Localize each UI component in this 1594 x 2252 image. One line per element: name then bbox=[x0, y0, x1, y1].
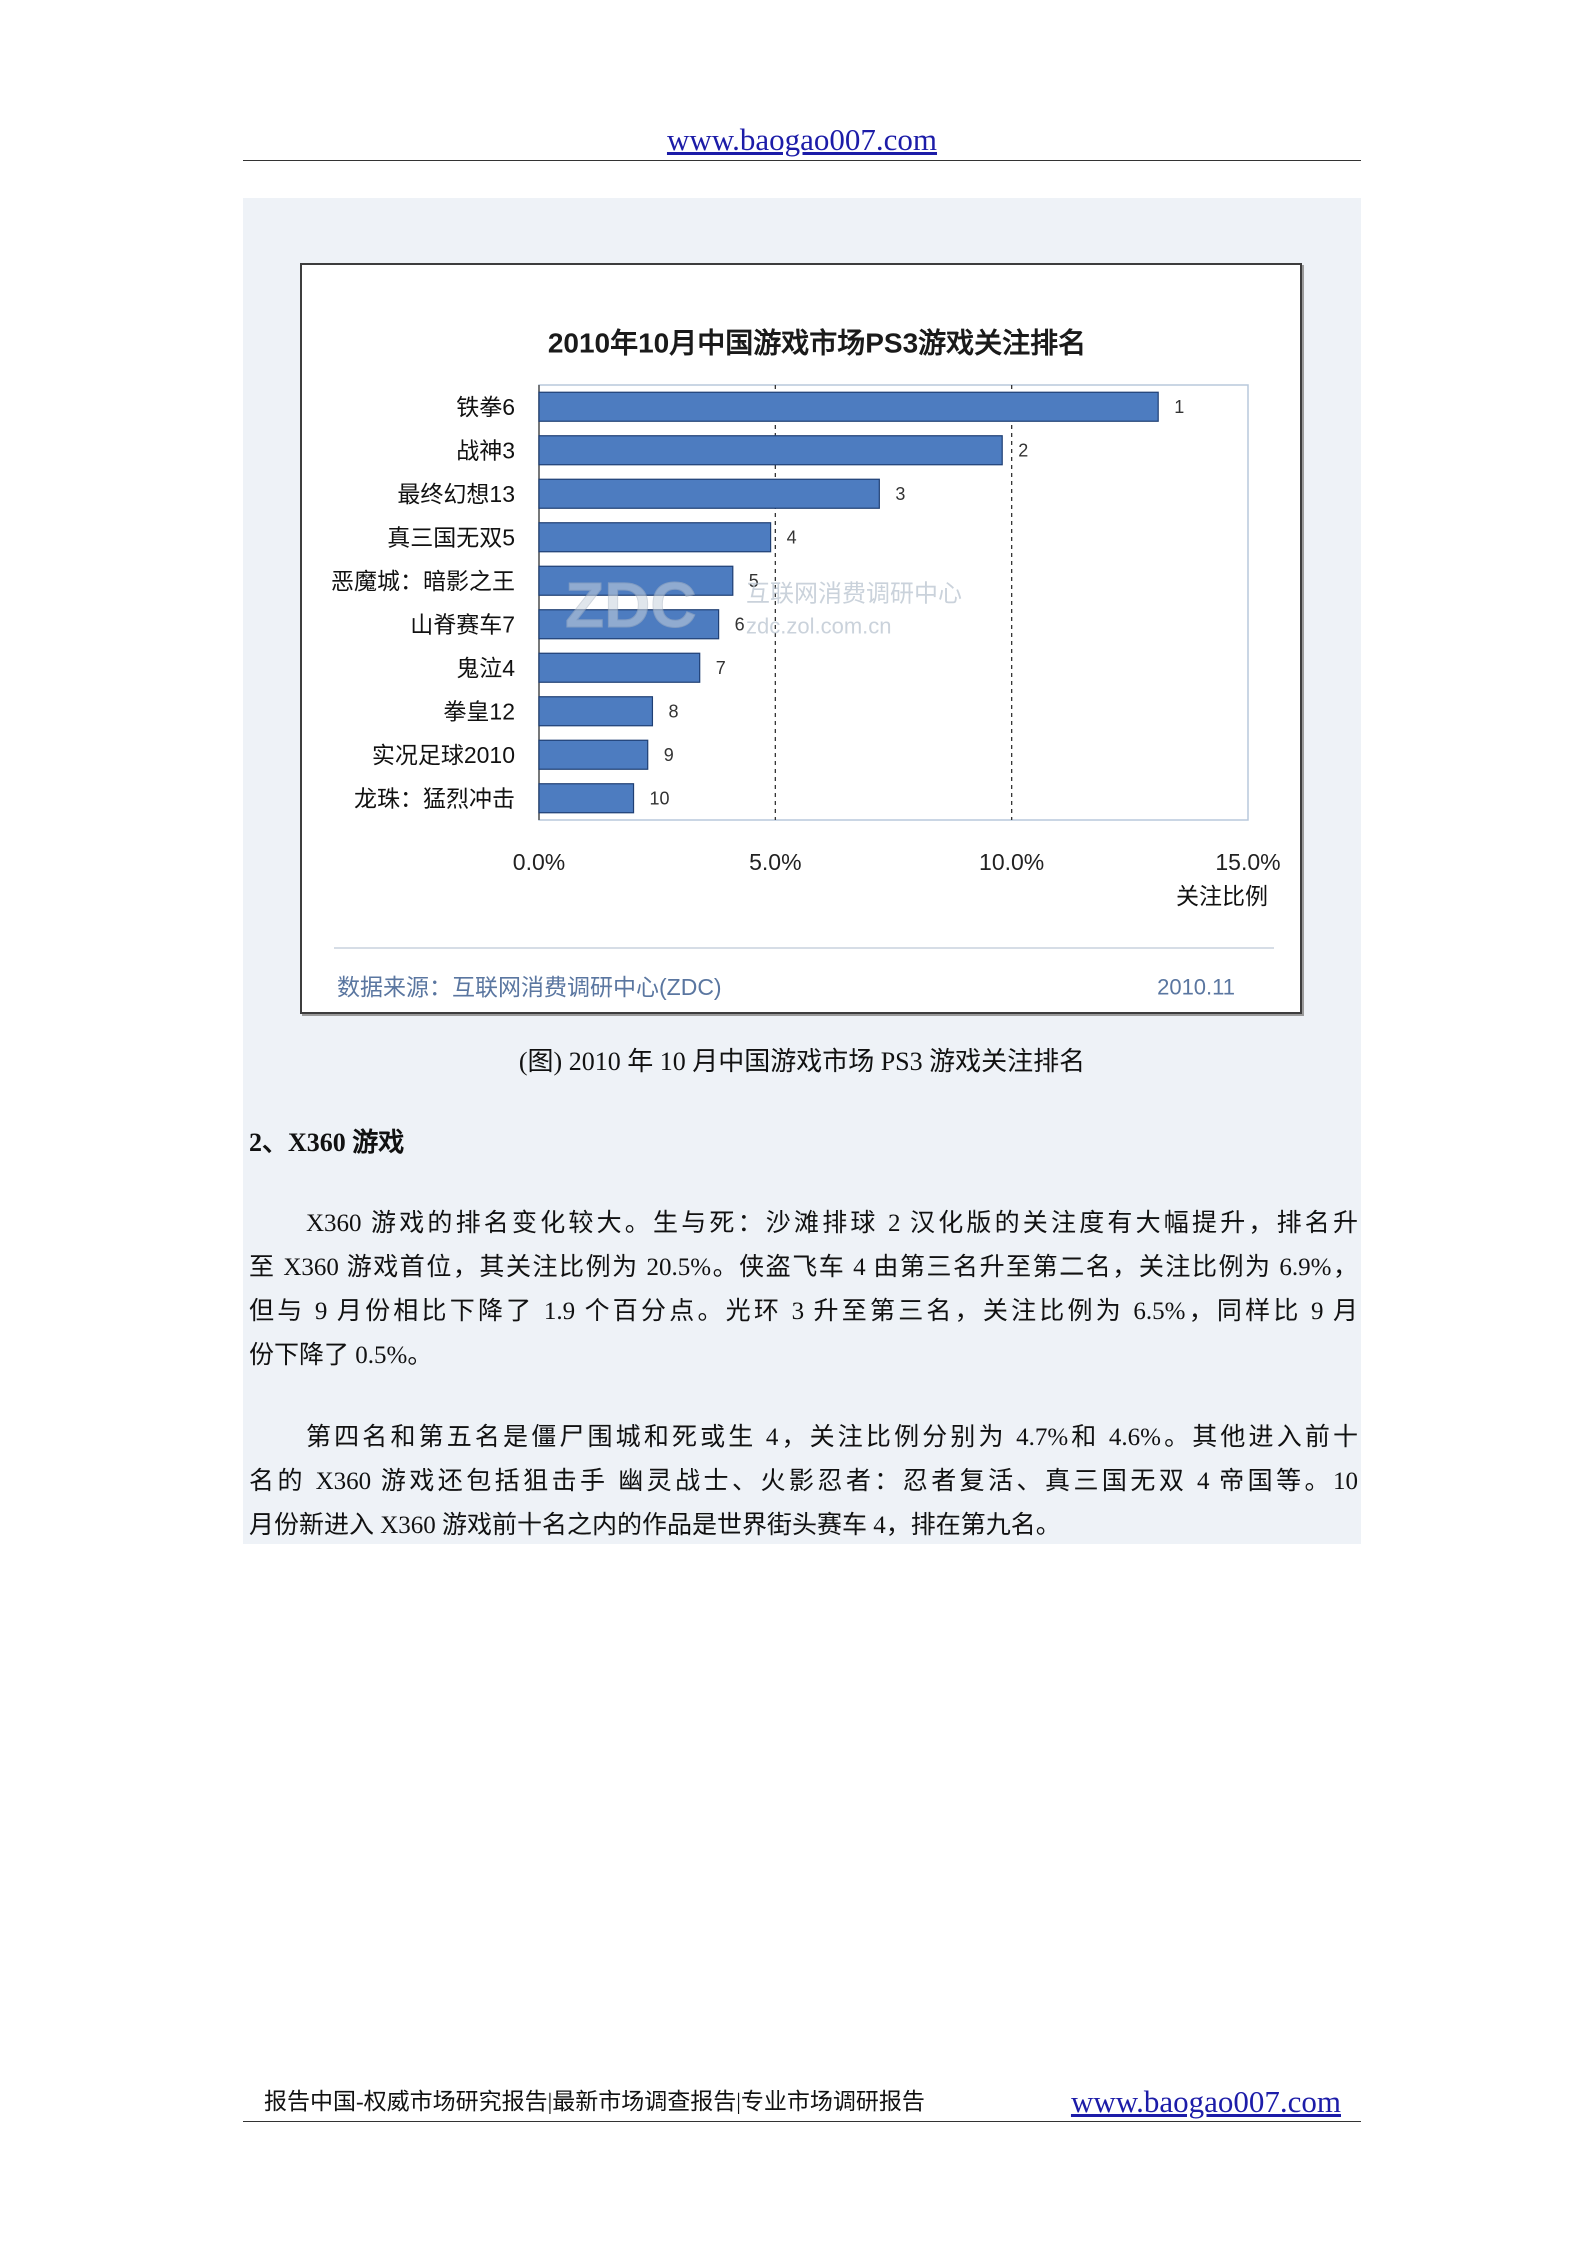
bar-5 bbox=[538, 565, 734, 596]
data-label-8: 8 bbox=[668, 701, 678, 721]
chart-title: 2010年10月中国游戏市场PS3游戏关注排名 bbox=[548, 327, 1086, 359]
data-label-6: 6 bbox=[735, 614, 745, 634]
category-label-8: 拳皇12 bbox=[443, 698, 515, 724]
data-label-3: 3 bbox=[895, 484, 905, 504]
footer-divider bbox=[243, 2121, 1361, 2122]
data-label-1: 1 bbox=[1174, 397, 1184, 417]
watermark-url: zdc.zol.com.cn bbox=[746, 614, 892, 639]
paragraph-1-line-1: X360 游戏的排名变化较大。生与死：沙滩排球 2 汉化版的关注度有大幅提升，排… bbox=[306, 1210, 1358, 1237]
paragraph-2-line-3: 月份新进入 X360 游戏前十名之内的作品是世界街头赛车 4，排在第九名。 bbox=[249, 1512, 1061, 1539]
data-label-9: 9 bbox=[664, 745, 674, 765]
bar-8 bbox=[538, 696, 654, 727]
bar-1 bbox=[538, 391, 1159, 422]
header-site-link[interactable]: www.baogao007.com bbox=[666, 122, 938, 157]
category-label-10: 龙珠：猛烈冲击 bbox=[354, 785, 515, 811]
watermark-logo: ZDC bbox=[565, 569, 697, 641]
x-tick-label-3: 10.0% bbox=[979, 849, 1044, 875]
x-tick-label-1: 0.0% bbox=[513, 849, 565, 875]
category-label-2: 战神3 bbox=[456, 437, 515, 463]
x-tick-label-4: 15.0% bbox=[1215, 849, 1280, 875]
footer-site-link[interactable]: www.baogao007.com bbox=[1070, 2084, 1341, 2119]
category-label-1: 铁拳6 bbox=[456, 394, 515, 420]
category-label-3: 最终幻想13 bbox=[397, 481, 515, 507]
chart-source: 数据来源：互联网消费调研中心(ZDC) bbox=[337, 974, 722, 1000]
paragraph-1-line-3: 但与 9 月份相比下降了 1.9 个百分点。光环 3 升至第三名，关注比例为 6… bbox=[249, 1298, 1358, 1325]
section-heading: 2、X360 游戏 bbox=[249, 1128, 405, 1157]
footer-slogan: 报告中国-权威市场研究报告|最新市场调查报告|专业市场调研报告 bbox=[264, 2089, 925, 2114]
category-label-4: 真三国无双5 bbox=[387, 524, 515, 550]
bar-4 bbox=[538, 522, 772, 553]
category-label-7: 鬼泣4 bbox=[456, 655, 515, 681]
category-label-6: 山脊赛车7 bbox=[410, 611, 515, 637]
paragraph-1-line-4: 份下降了 0.5%。 bbox=[249, 1342, 433, 1369]
data-label-5: 5 bbox=[749, 571, 759, 591]
bar-2 bbox=[538, 435, 1003, 466]
bar-10 bbox=[538, 783, 635, 814]
paragraph-2-line-1: 第四名和第五名是僵尸围城和死或生 4，关注比例分别为 4.7%和 4.6%。其他… bbox=[306, 1424, 1358, 1451]
bar-7 bbox=[538, 652, 701, 683]
data-label-4: 4 bbox=[787, 527, 797, 547]
bar-6 bbox=[538, 609, 720, 640]
data-label-7: 7 bbox=[716, 658, 726, 678]
bar-chart: 铁拳6 1 战神3 2 最终幻想13 3 真三国无双5 4 恶魔城：暗影之王 5 山脊赛车7 6 鬼泣4… bbox=[331, 327, 1281, 1001]
bar-9 bbox=[538, 739, 649, 770]
data-label-10: 10 bbox=[650, 788, 670, 808]
paragraph-1-line-2: 至 X360 游戏首位，其关注比例为 20.5%。侠盗飞车 4 由第三名升至第二… bbox=[249, 1254, 1358, 1281]
x-tick-label-2: 5.0% bbox=[749, 849, 801, 875]
chart-frame: 铁拳6 1 战神3 2 最终幻想13 3 真三国无双5 4 恶魔城：暗影之王 5 山脊赛车7 6 鬼泣4… bbox=[300, 263, 1302, 1014]
paragraph-2-line-2: 名的 X360 游戏还包括狙击手 幽灵战士、火影忍者：忍者复活、真三国无双 4 … bbox=[249, 1468, 1358, 1495]
figure-caption: (图) 2010 年 10 月中国游戏市场 PS3 游戏关注排名 bbox=[518, 1047, 1086, 1076]
x-axis-label: 关注比例 bbox=[1176, 883, 1268, 909]
bar-3 bbox=[538, 478, 880, 509]
category-label-9: 实况足球2010 bbox=[372, 742, 515, 768]
data-label-2: 2 bbox=[1018, 440, 1028, 460]
watermark-name: 互联网消费调研中心 bbox=[746, 581, 962, 608]
header-divider bbox=[243, 160, 1361, 161]
category-label-5: 恶魔城：暗影之王 bbox=[331, 568, 515, 594]
chart-date: 2010.11 bbox=[1157, 975, 1235, 1000]
